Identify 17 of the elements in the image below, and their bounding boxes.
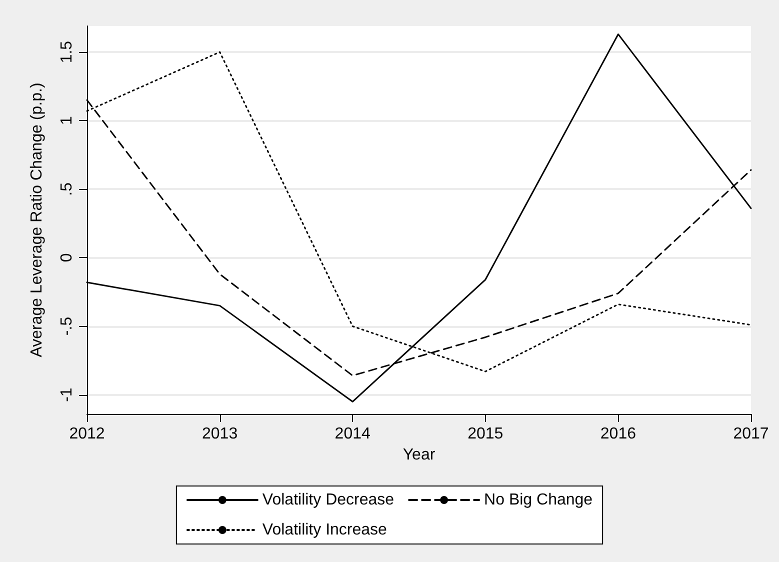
y-tick-label: .5 bbox=[58, 182, 76, 196]
y-tick-label: 0 bbox=[58, 253, 76, 262]
y-tick-label: 1.5 bbox=[58, 40, 76, 64]
x-tick-label: 2012 bbox=[69, 426, 105, 442]
y-tick-label: 1 bbox=[58, 116, 76, 126]
x-axis-title: Year bbox=[402, 446, 436, 464]
legend-label: No Big Change bbox=[484, 492, 593, 508]
y-tick-label: -.5 bbox=[58, 316, 76, 336]
legend-label: Volatility Increase bbox=[262, 522, 388, 538]
x-tick-label: 2014 bbox=[334, 426, 370, 442]
x-tick-label: 2013 bbox=[202, 426, 238, 442]
x-tick-label: 2015 bbox=[468, 426, 504, 442]
y-axis-title: Average Leverage Ratio Change (p.p.) bbox=[28, 82, 46, 358]
x-tick-label: 2017 bbox=[733, 426, 769, 442]
y-tick-label: -1 bbox=[58, 388, 76, 402]
legend-label: Volatility Decrease bbox=[262, 492, 394, 508]
x-tick-label: 2016 bbox=[600, 426, 636, 442]
